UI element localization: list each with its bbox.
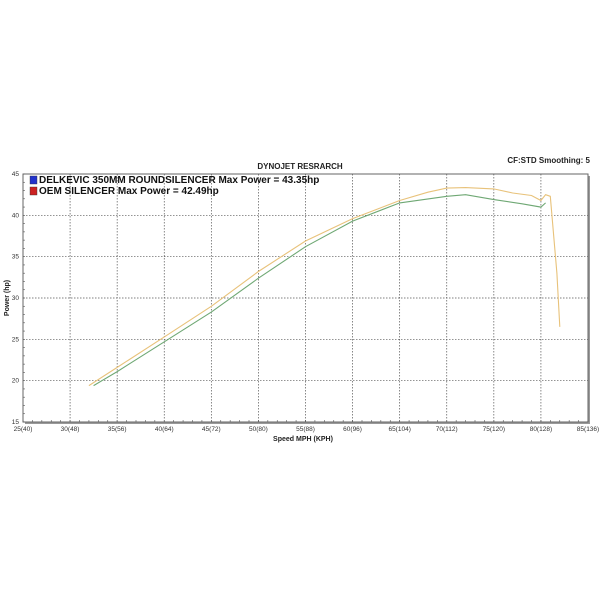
x-tick-label: 70(112) — [436, 426, 458, 433]
x-tick-label: 85(136) — [577, 426, 599, 433]
x-tick-label: 45(72) — [202, 426, 221, 433]
chart-subtitle: CF:STD Smoothing: 5 — [507, 156, 590, 165]
y-tick-label: 20 — [12, 378, 20, 385]
y-tick-label: 40 — [12, 212, 20, 219]
legend-swatch — [29, 175, 38, 185]
y-tick-label: 30 — [12, 295, 20, 302]
x-tick-label: 75(120) — [483, 426, 505, 433]
x-tick-label: 35(56) — [108, 426, 127, 433]
y-axis-label: Power (hp) — [4, 280, 11, 316]
legend-swatch — [29, 186, 38, 196]
x-axis-label: Speed MPH (KPH) — [273, 436, 333, 443]
legend-entry: OEM SILENCER Max Power = 42.49hp — [39, 186, 219, 197]
y-tick-label: 15 — [12, 419, 20, 426]
x-tick-label: 30(48) — [61, 426, 80, 433]
y-tick-label: 25 — [12, 336, 20, 343]
series-line-1 — [93, 194, 546, 387]
chart-title: DYNOJET RESRARCH — [257, 162, 343, 171]
x-tick-label: 40(64) — [155, 426, 174, 433]
x-tick-label: 60(96) — [343, 426, 362, 433]
y-tick-label: 45 — [12, 171, 20, 178]
x-tick-label: 65(104) — [388, 426, 410, 433]
x-tick-label: 50(80) — [249, 426, 268, 433]
legend-entry: DELKEVIC 350MM ROUNDSILENCER Max Power =… — [39, 175, 319, 186]
y-tick-label: 35 — [12, 254, 20, 261]
x-tick-label: 25(40) — [14, 426, 33, 433]
x-tick-label: 55(88) — [296, 426, 315, 433]
x-tick-label: 80(128) — [530, 426, 552, 433]
series-line-0 — [88, 187, 561, 387]
